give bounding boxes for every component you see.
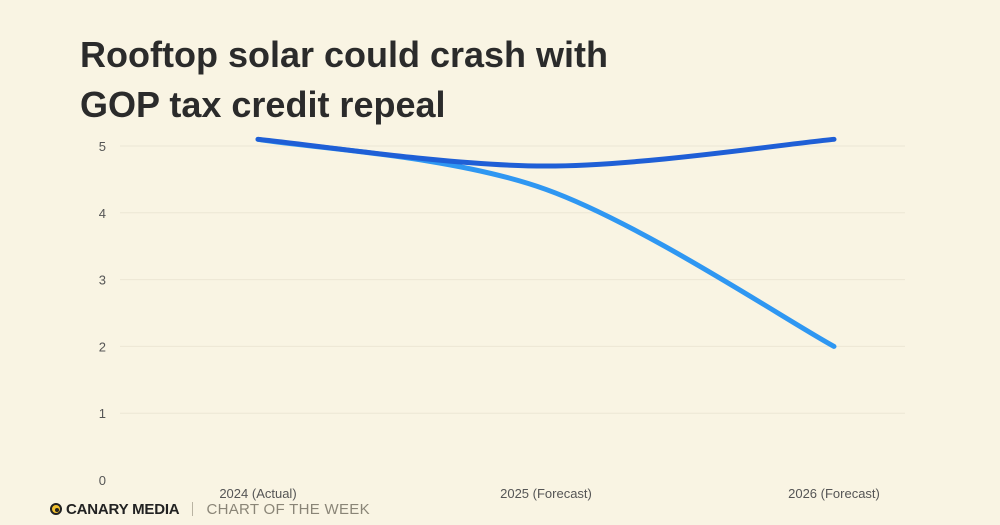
canary-logo-icon <box>50 503 62 515</box>
chart-title-line-1: Rooftop solar could crash with <box>80 34 609 75</box>
x-tick-label: 2025 (Forecast) <box>500 486 592 501</box>
y-tick-label: 1 <box>99 406 106 421</box>
chart-title: Rooftop solar could crash with GOP tax c… <box>80 30 720 130</box>
y-tick-label: 5 <box>99 139 106 154</box>
series-line-2 <box>255 136 837 349</box>
y-tick-label: 3 <box>99 273 106 288</box>
footer-divider <box>192 502 194 516</box>
x-tick-label: 2024 (Actual) <box>219 486 296 501</box>
y-tick-label: 2 <box>99 339 106 354</box>
x-tick-label: 2026 (Forecast) <box>788 486 880 501</box>
brand-name: CANARY MEDIA <box>66 500 180 518</box>
footer-tagline: CHART OF THE WEEK <box>206 500 370 518</box>
footer: CANARY MEDIA CHART OF THE WEEK <box>50 496 370 522</box>
series-line-1 <box>255 136 837 169</box>
y-tick-label: 4 <box>99 206 106 221</box>
y-tick-label: 0 <box>99 473 106 488</box>
chart-title-line-2: GOP tax credit repeal <box>80 84 446 125</box>
